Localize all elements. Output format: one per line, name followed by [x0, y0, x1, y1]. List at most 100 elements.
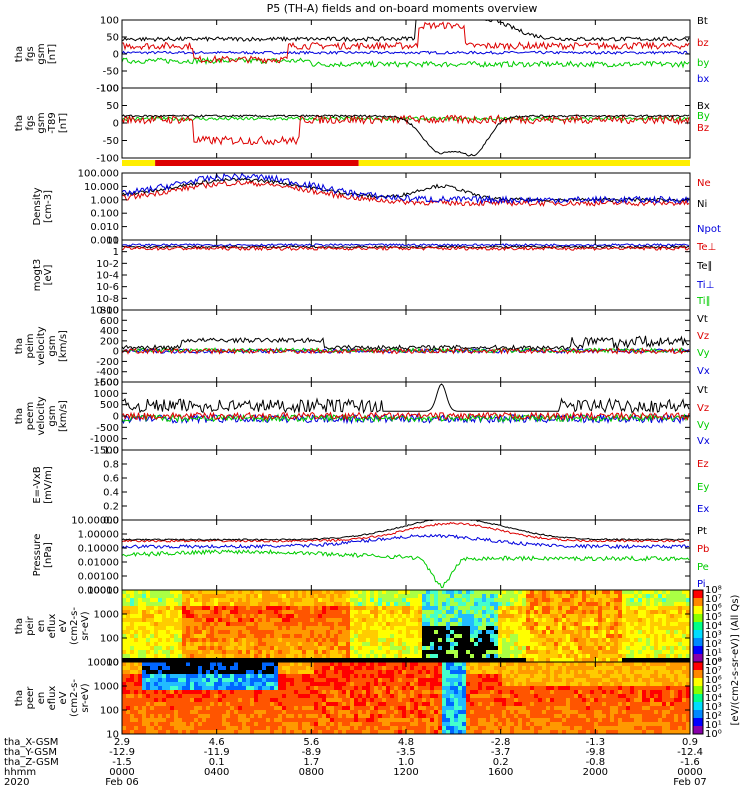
spectrogram-cell — [442, 722, 446, 726]
spectrogram-cell — [486, 690, 490, 694]
spectrogram-cell — [294, 614, 298, 618]
spectrogram-cell — [370, 610, 374, 614]
spectrogram-cell — [210, 694, 214, 698]
spectrogram-cell — [566, 706, 570, 710]
spectrogram-cell — [142, 726, 146, 730]
spectrogram-cell — [326, 682, 330, 686]
spectrogram-cell — [534, 678, 538, 682]
spectrogram-cell — [510, 666, 514, 670]
spectrogram-cell — [458, 678, 462, 682]
spectrogram-cell — [382, 610, 386, 614]
spectrogram-cell — [594, 634, 598, 638]
spectrogram-cell — [190, 618, 194, 622]
spectrogram-cell — [370, 730, 374, 734]
spectrogram-cell — [494, 658, 498, 662]
spectrogram-cell — [302, 662, 306, 666]
spectrogram-cell — [394, 714, 398, 718]
spectrogram-cell — [174, 622, 178, 626]
spectrogram-cell — [182, 662, 186, 666]
spectrogram-cell — [190, 702, 194, 706]
spectrogram-cell — [454, 606, 458, 610]
spectrogram-cell — [518, 618, 522, 622]
spectrogram-cell — [502, 598, 506, 602]
spectrogram-cell — [518, 702, 522, 706]
spectrogram-cell — [170, 698, 174, 702]
spectrogram-cell — [286, 698, 290, 702]
spectrogram-cell — [166, 662, 170, 666]
spectrogram-cell — [522, 666, 526, 670]
spectrogram-cell — [278, 666, 282, 670]
spectrogram-cell — [486, 650, 490, 654]
spectrogram-cell — [174, 666, 178, 670]
spectrogram-cell — [146, 594, 150, 598]
spectrogram-cell — [598, 638, 602, 642]
spectrogram-cell — [530, 634, 534, 638]
spectrogram-cell — [286, 650, 290, 654]
spectrogram-cell — [390, 702, 394, 706]
spectrogram-cell — [518, 710, 522, 714]
spectrogram-cell — [278, 646, 282, 650]
spectrogram-cell — [306, 726, 310, 730]
spectrogram-cell — [294, 666, 298, 670]
spectrogram-cell — [202, 590, 206, 594]
spectrogram-cell — [566, 666, 570, 670]
spectrogram-cell — [294, 710, 298, 714]
spectrogram-cell — [250, 610, 254, 614]
spectrogram-cell — [634, 606, 638, 610]
y-tick-label: 0 — [113, 50, 119, 61]
spectrogram-cell — [274, 658, 278, 662]
spectrogram-cell — [150, 654, 154, 658]
spectrogram-cell — [410, 710, 414, 714]
spectrogram-cell — [474, 646, 478, 650]
spectrogram-cell — [526, 730, 530, 734]
spectrogram-cell — [266, 614, 270, 618]
spectrogram-cell — [358, 694, 362, 698]
spectrogram-cell — [334, 618, 338, 622]
spectrogram-cell — [330, 642, 334, 646]
spectrogram-cell — [434, 654, 438, 658]
spectrogram-cell — [506, 630, 510, 634]
spectrogram-cell — [338, 598, 342, 602]
spectrogram-cell — [534, 682, 538, 686]
spectrogram-cell — [226, 590, 230, 594]
spectrogram-cell — [326, 666, 330, 670]
spectrogram-cell — [422, 710, 426, 714]
spectrogram-cell — [594, 642, 598, 646]
spectrogram-cell — [362, 726, 366, 730]
spectrogram-cell — [122, 622, 126, 626]
spectrogram-cell — [226, 598, 230, 602]
spectrogram-cell — [282, 658, 286, 662]
spectrogram-cell — [346, 626, 350, 630]
spectrogram-cell — [514, 602, 518, 606]
spectrogram-cell — [538, 598, 542, 602]
spectrogram-cell — [142, 706, 146, 710]
spectrogram-cell — [218, 606, 222, 610]
spectrogram-cell — [126, 650, 130, 654]
spectrogram-cell — [130, 634, 134, 638]
spectrogram-cell — [586, 638, 590, 642]
spectrogram-cell — [310, 590, 314, 594]
spectrogram-cell — [366, 646, 370, 650]
spectrogram-cell — [370, 686, 374, 690]
spectrogram-cell — [138, 694, 142, 698]
spectrogram-cell — [462, 730, 466, 734]
spectrogram-cell — [254, 634, 258, 638]
spectrogram-cell — [634, 602, 638, 606]
spectrogram-cell — [342, 698, 346, 702]
spectrogram-cell — [498, 598, 502, 602]
spectrogram-cell — [562, 638, 566, 642]
spectrogram-cell — [390, 662, 394, 666]
spectrogram-cell — [162, 662, 166, 666]
spectrogram-cell — [542, 654, 546, 658]
spectrogram-cell — [330, 670, 334, 674]
spectrogram-cell — [498, 590, 502, 594]
spectrogram-cell — [130, 610, 134, 614]
spectrogram-cell — [286, 722, 290, 726]
spectrogram-cell — [322, 674, 326, 678]
spectrogram-cell — [126, 598, 130, 602]
spectrogram-cell — [478, 726, 482, 730]
spectrogram-cell — [494, 682, 498, 686]
spectrogram-cell — [202, 662, 206, 666]
spectrogram-cell — [462, 682, 466, 686]
spectrogram-cell — [254, 618, 258, 622]
